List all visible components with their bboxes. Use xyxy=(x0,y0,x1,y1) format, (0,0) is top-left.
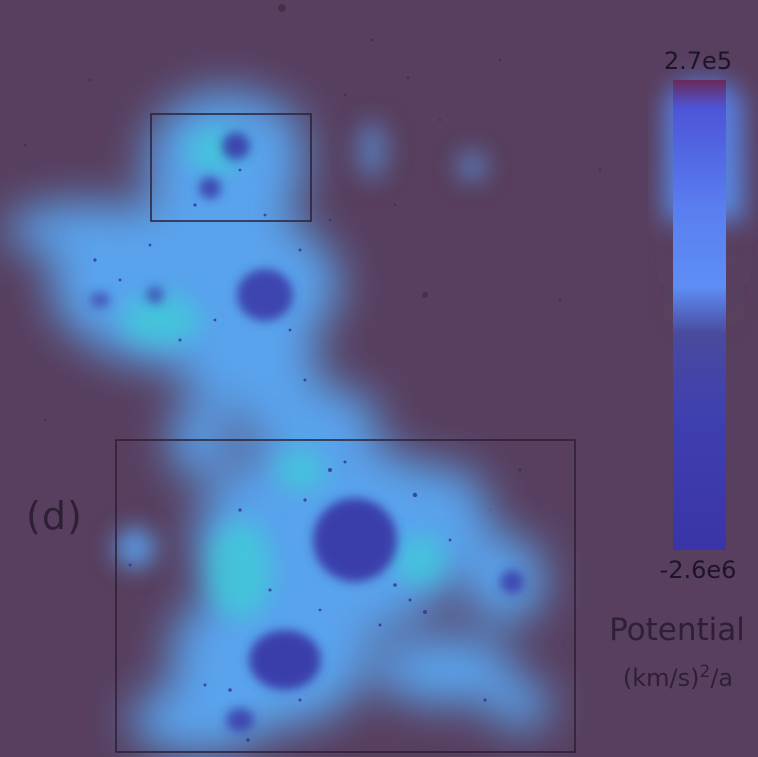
lower-zoom-box xyxy=(115,439,576,753)
upper-zoom-box xyxy=(150,113,312,222)
unit-tail: /a xyxy=(710,664,734,692)
unit-exponent: 2 xyxy=(699,662,711,682)
colorbar-max-label: 2.7e5 xyxy=(663,47,733,75)
clusters xyxy=(90,132,524,732)
colorbar xyxy=(664,80,744,550)
colorbar-min-label: -2.6e6 xyxy=(659,556,737,584)
colorbar-quantity-label: Potential xyxy=(609,612,745,648)
unit-base: (km/s) xyxy=(622,664,700,692)
small-blobs xyxy=(115,120,486,568)
cloud-cores xyxy=(120,128,445,620)
panel-label: (d) xyxy=(26,494,83,538)
colorbar-unit-label: (km/s)2/a xyxy=(600,662,756,692)
particles xyxy=(93,168,487,742)
background-specks xyxy=(23,4,602,512)
colorbar-bar xyxy=(673,80,726,550)
